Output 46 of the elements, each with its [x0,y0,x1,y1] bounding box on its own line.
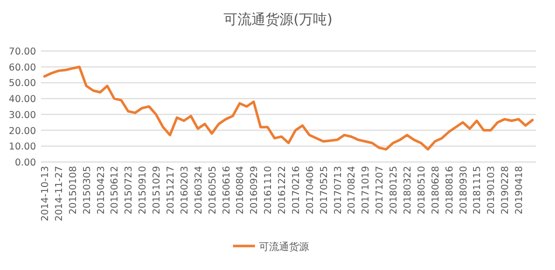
x-tick-label: 20180628 [430,166,442,214]
x-tick-label: 20150910 [138,166,149,214]
y-tick-label: 70.00 [8,46,36,58]
x-tick-label: 20181115 [472,166,484,214]
x-tick-label: 20170713 [332,166,344,214]
x-tick-label: 20160203 [179,166,190,214]
x-tick-label: 20180816 [444,166,456,214]
legend-label: 可流通货源 [259,241,309,253]
x-tick-label: 20170406 [304,166,316,214]
y-tick-label: 10.00 [8,142,36,153]
x-tick-label: 20160324 [193,166,204,214]
x-tick-label: 20150305 [82,166,93,214]
x-tick-label: 20151217 [165,166,176,214]
x-tick-label: 20150723 [124,166,135,214]
x-tick-label: 2014-11-27 [54,166,65,222]
x-tick-label: 20160616 [221,166,232,214]
y-tick-label: 30.00 [8,110,36,121]
x-tick-label: 20180125 [388,166,400,214]
x-tick-label: 20180510 [416,166,428,214]
x-tick-label: 20160929 [249,166,260,214]
x-tick-label: 20171207 [374,166,386,214]
x-tick-label: 20190103 [486,166,498,214]
y-tick-label: 20.00 [8,126,36,137]
y-tick-label: 60.00 [8,62,36,74]
x-tick-label: 20170216 [290,166,302,214]
y-tick-label: 50.00 [8,78,36,90]
x-tick-label: 20170525 [318,166,330,214]
x-tick-label: 20150423 [96,166,107,214]
x-tick-label: 20180322 [402,166,414,214]
legend: 可流通货源 [233,242,309,253]
y-tick-label: 40.00 [8,94,36,106]
x-tick-label: 20161222 [277,166,288,214]
title: 可流通货源(万吨) [224,12,332,28]
x-tick-label: 20190418 [514,166,526,214]
x-tick-label: 20170824 [346,166,358,214]
x-tick-label: 20180930 [458,166,470,214]
x-tick-label: 20160804 [235,166,246,214]
x-tick-label: 20150108 [68,166,79,214]
x-tick-label: 20161110 [263,166,274,214]
x-tick-label: 20190228 [500,166,512,214]
x-tick-label: 20151029 [152,166,163,214]
x-tick-label: 20160505 [207,166,218,214]
x-tick-label: 20150612 [110,166,121,214]
y-tick-label: 0.00 [14,158,36,168]
x-tick-label: 2014-10-13 [40,166,51,222]
x-tick-label: 20171019 [360,166,372,214]
